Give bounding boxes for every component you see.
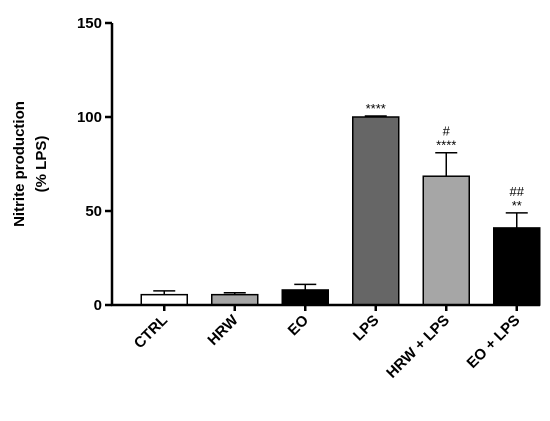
bar [493,227,541,306]
bar [211,293,259,306]
significance-label: # [443,124,451,139]
bar [140,293,188,306]
x-tick-label: HRW [204,311,242,349]
y-tick-label: 0 [94,297,102,314]
y-tick-label: 50 [85,203,102,220]
bar [422,175,470,306]
x-tick-label: HRW + LPS [383,312,453,382]
y-axis-title: (% LPS) [33,136,50,193]
bar [352,116,400,306]
x-tick-label: CTRL [131,312,171,352]
y-tick-label: 150 [77,15,102,32]
x-tick-label: EO + LPS [464,312,524,372]
significance-label: **** [436,138,456,153]
bar [281,289,329,306]
significance-label: ## [510,184,525,199]
y-tick-label: 100 [77,109,102,126]
significance-label: **** [366,101,386,116]
x-tick-label: LPS [350,312,383,345]
significance-label: ** [512,198,522,213]
y-axis-title: Nitrite production [11,101,28,227]
x-tick-label: EO [285,312,313,340]
